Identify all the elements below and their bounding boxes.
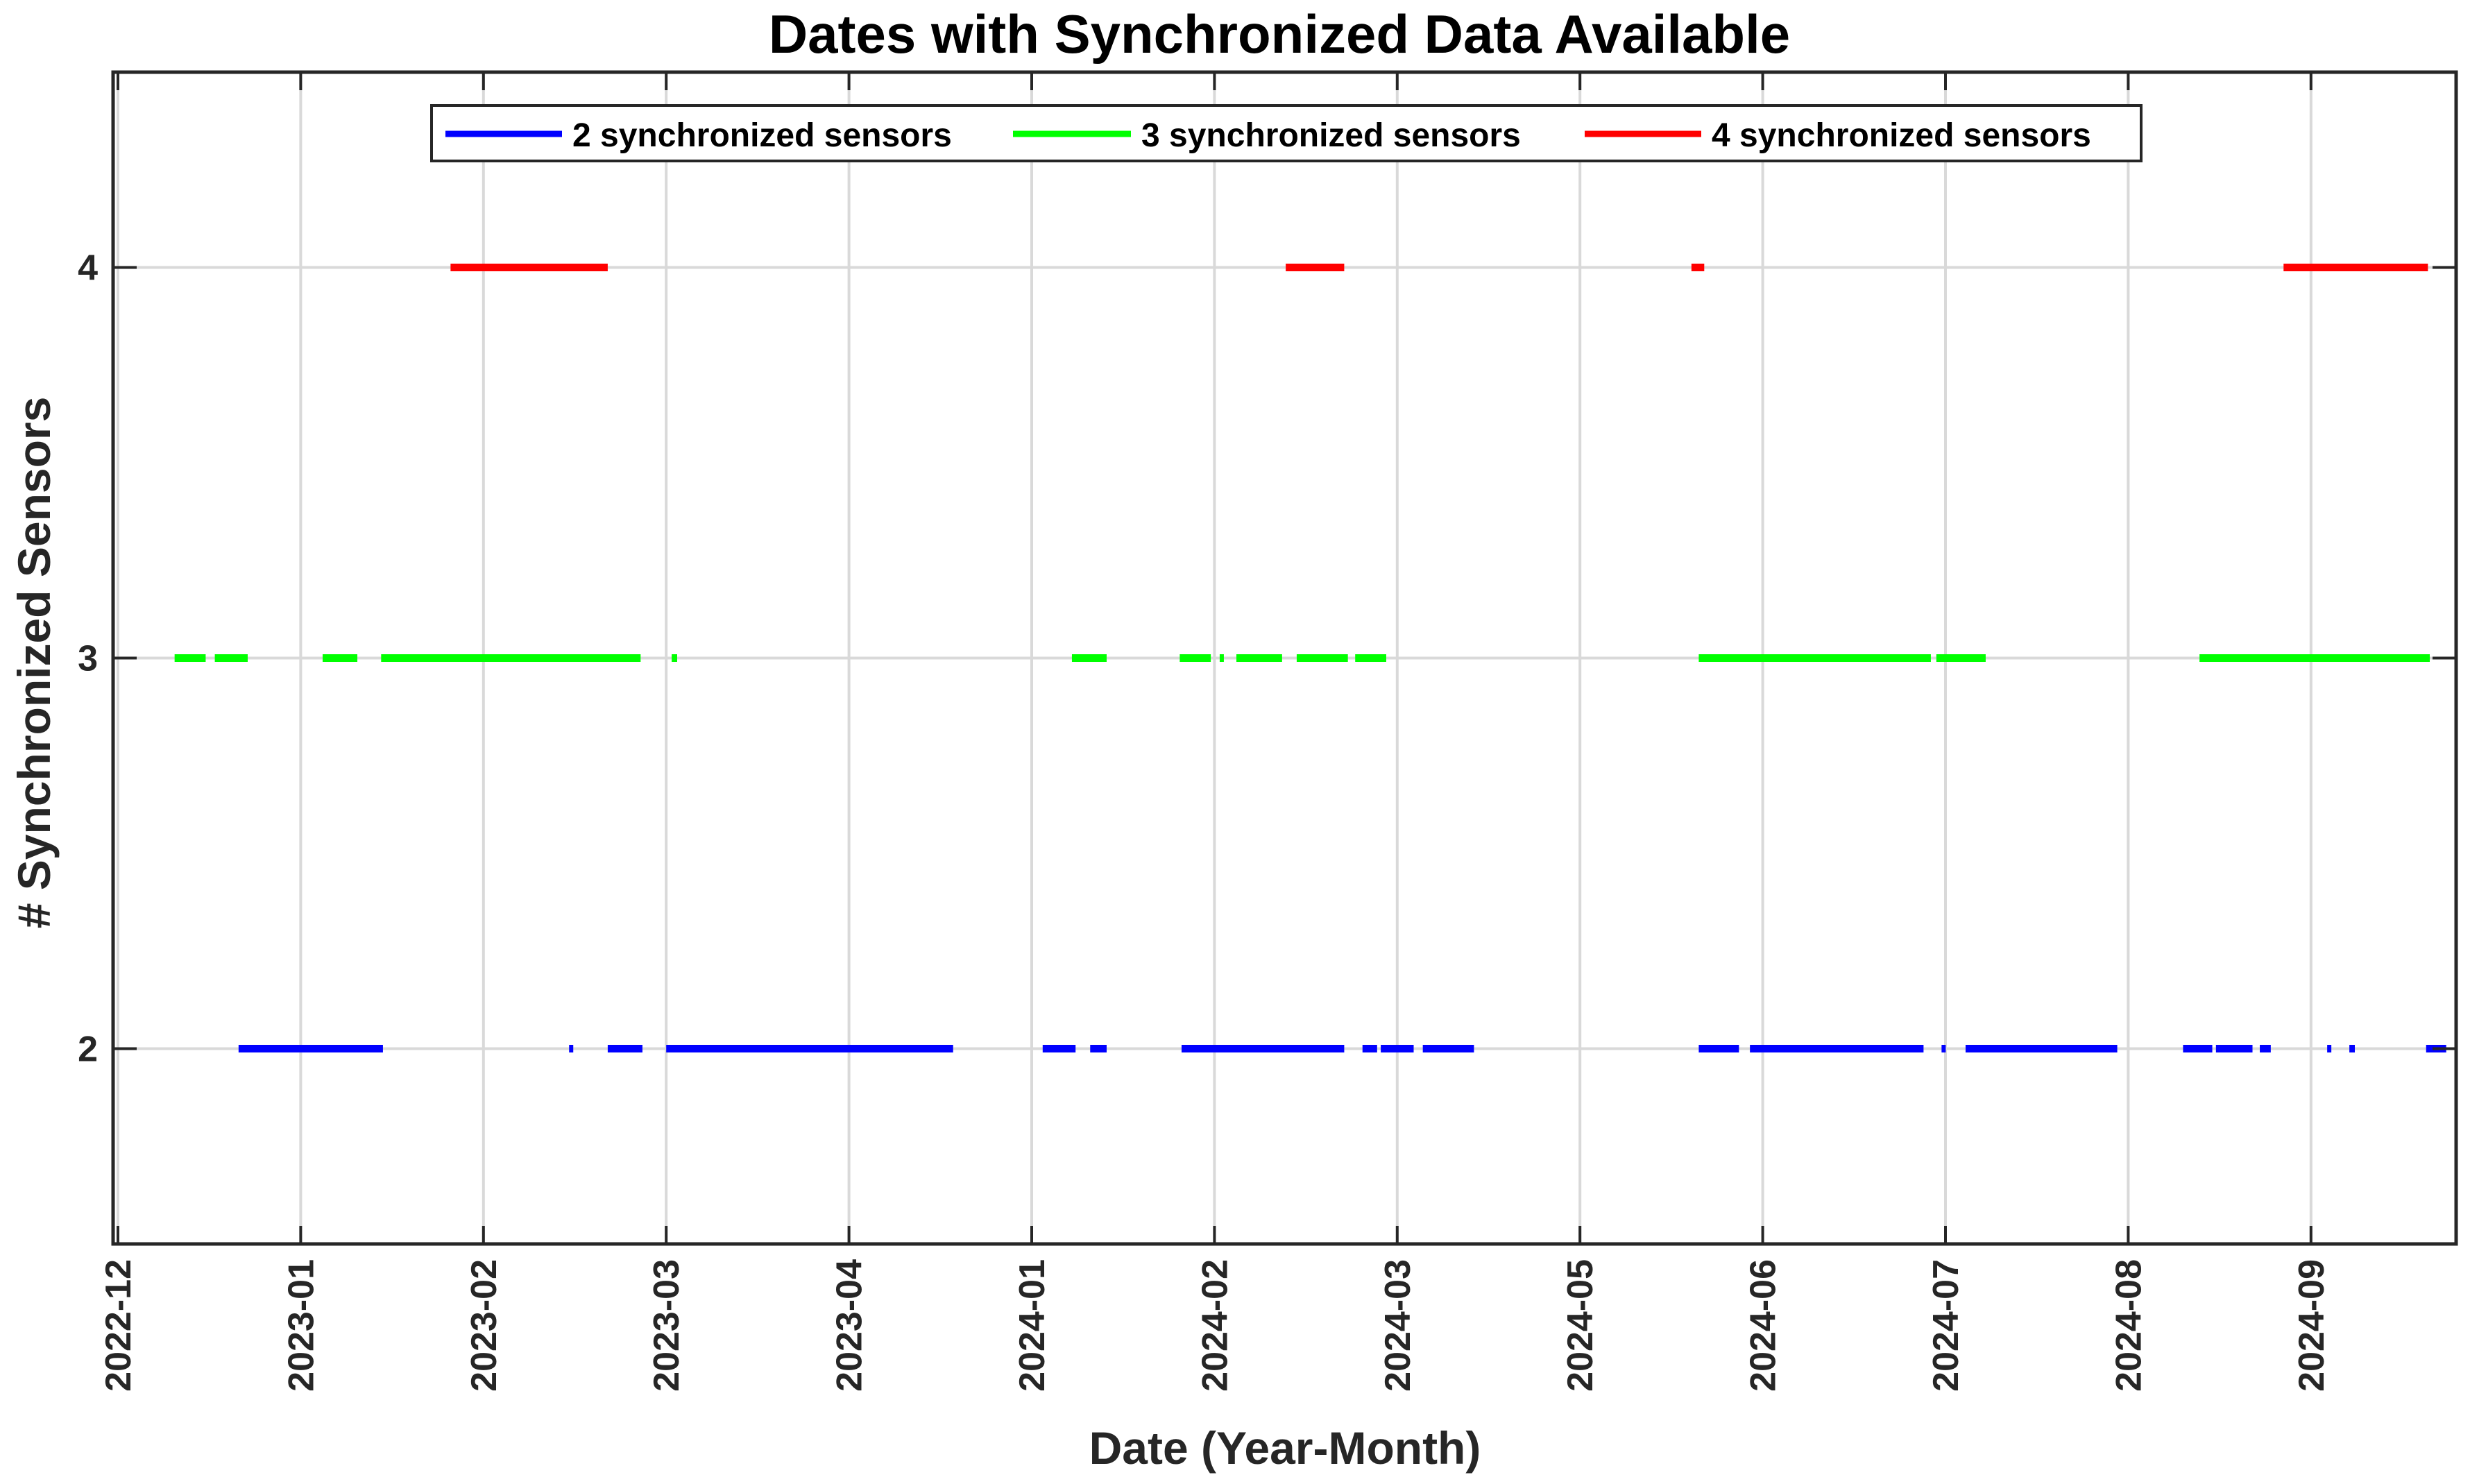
legend-label-4-sensors: 4 synchronized sensors [1712, 117, 2091, 154]
x-axis-label: Date (Year-Month) [1089, 1422, 1481, 1474]
ticks: 2022-12 2023-01 2023-02 2023-03 2023-04 2024-… [78, 72, 2456, 1392]
x-tick-label: 2023-04 [830, 1259, 870, 1392]
x-tick-label: 2024-03 [1378, 1259, 1418, 1392]
y-tick-label: 3 [78, 639, 98, 679]
y-axis-label: # Synchronized Sensors [8, 397, 60, 929]
x-tick-label: 2024-01 [1012, 1259, 1053, 1392]
x-tick-label: 2024-06 [1744, 1259, 1784, 1392]
x-tick-label: 2023-01 [281, 1259, 321, 1392]
data-layer [174, 264, 2446, 1052]
chart-title: Dates with Synchronized Data Available [769, 3, 1790, 65]
x-tick-label: 2024-09 [2292, 1259, 2332, 1392]
x-tick-label: 2024-02 [1195, 1259, 1235, 1392]
legend: 2 synchronized sensors 3 synchronized se… [430, 104, 2143, 162]
legend-label-2-sensors: 2 synchronized sensors [572, 117, 952, 154]
x-tick-label: 2024-08 [2109, 1259, 2149, 1392]
x-tick-label: 2023-02 [464, 1259, 504, 1392]
y-tick-label: 2 [78, 1030, 98, 1070]
x-tick-label: 2023-03 [647, 1259, 687, 1392]
legend-label-3-sensors: 3 synchronized sensors [1141, 117, 1521, 154]
x-tick-label: 2022-12 [99, 1259, 139, 1392]
x-tick-label: 2024-07 [1926, 1259, 1966, 1392]
y-tick-label: 4 [78, 248, 98, 289]
x-tick-label: 2024-05 [1560, 1259, 1601, 1392]
legend-box [430, 104, 2143, 162]
